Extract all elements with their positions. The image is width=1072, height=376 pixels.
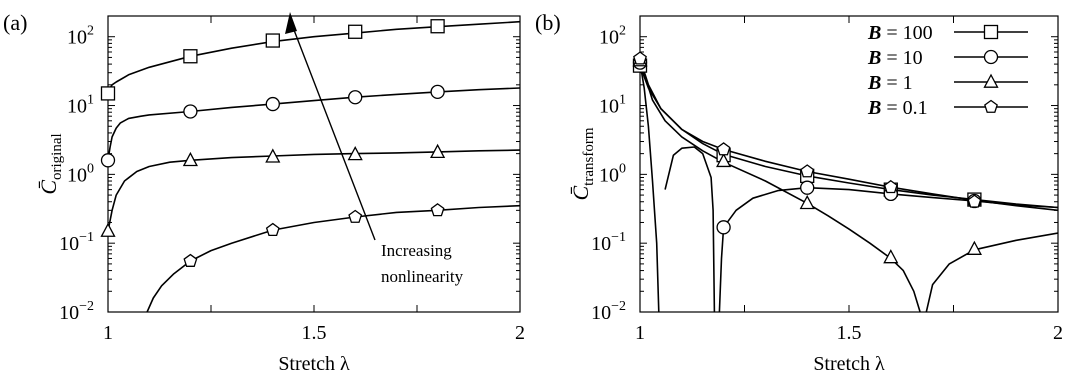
y-tick-label: 100 — [599, 161, 626, 186]
series-line — [718, 186, 1058, 312]
data-point-circle — [100, 153, 116, 168]
data-point-triangle — [430, 143, 446, 159]
data-point-circle — [265, 96, 280, 112]
data-point-triangle — [347, 146, 363, 161]
data-point-square — [100, 86, 116, 101]
panel-label: (a) — [3, 10, 27, 35]
x-tick-label: 1 — [635, 322, 645, 344]
legend-marker-circle — [983, 49, 999, 65]
x-tick-label: 2 — [515, 322, 525, 344]
data-point-circle — [716, 220, 731, 235]
series-line — [640, 62, 660, 312]
y-tick-label: 10−1 — [59, 230, 94, 255]
x-tick-label: 2 — [1053, 322, 1063, 344]
legend-entry-label: B = 100 — [867, 22, 933, 44]
series-line — [146, 204, 520, 312]
series-line — [664, 146, 716, 312]
panel-b-chart: 10−2 10−1 100 101 102 1 1.5 2 Stretch λ C̄transfo… — [535, 10, 1063, 375]
annotation-text: Increasing — [381, 241, 452, 260]
data-point-circle — [183, 104, 198, 119]
x-tick-label: 1.5 — [302, 322, 327, 344]
y-tick-label: 101 — [599, 93, 626, 118]
series-line — [925, 232, 1058, 312]
x-axis-label: Stretch λ — [813, 353, 885, 375]
legend-marker-square — [983, 24, 999, 40]
y-tick-label: 102 — [599, 24, 626, 49]
panel-a-chart: 10−2 10−1 100 101 102 1 1.5 2 Stretch λ C̄origina… — [3, 10, 525, 375]
data-point-triangle — [799, 194, 815, 210]
data-point-square — [265, 33, 280, 48]
data-point-pentagon — [348, 209, 363, 223]
y-tick-label: 10−2 — [59, 299, 94, 324]
data-point-pentagon — [633, 51, 647, 65]
legend-marker-pentagon — [984, 99, 998, 113]
y-tick-label: 100 — [67, 161, 94, 186]
series-line — [108, 87, 520, 161]
data-point-triangle — [883, 249, 899, 264]
annotation-text: nonlinearity — [381, 267, 464, 286]
legend-marker-triangle — [983, 73, 999, 88]
x-tick-label: 1 — [103, 322, 113, 344]
data-point-square — [183, 49, 198, 64]
y-axis-label: C̄transform — [568, 127, 597, 200]
data-point-square — [430, 19, 445, 34]
data-point-pentagon — [183, 253, 198, 267]
y-tick-label: 102 — [67, 24, 94, 49]
legend-entry-label: B = 10 — [867, 47, 923, 69]
data-point-pentagon — [716, 142, 731, 156]
series-group — [640, 58, 1058, 312]
y-tick-label: 101 — [67, 93, 94, 118]
annotation-arrowhead — [285, 12, 297, 34]
x-axis-label: Stretch λ — [278, 353, 350, 375]
annotation-arrow — [293, 29, 376, 241]
data-point-circle — [430, 84, 445, 100]
data-point-triangle — [716, 152, 732, 168]
legend-entry-label: B = 0.1 — [867, 97, 928, 119]
legend-entry-label: B = 1 — [867, 72, 913, 94]
panel-label: (b) — [535, 10, 561, 35]
series-line — [108, 149, 520, 232]
data-point-triangle — [182, 151, 198, 167]
data-point-circle — [800, 180, 815, 195]
y-tick-label: 10−2 — [591, 299, 626, 324]
data-point-triangle — [265, 148, 281, 163]
data-point-pentagon — [265, 222, 280, 236]
data-point-triangle — [100, 222, 116, 237]
data-point-pentagon — [430, 203, 445, 217]
data-point-triangle — [966, 240, 982, 255]
data-point-square — [348, 24, 363, 39]
data-point-pentagon — [800, 164, 815, 178]
legend: B = 100 B = 10 B = 1 B = 0.1 — [867, 22, 1028, 119]
data-point-pentagon — [967, 194, 982, 208]
data-point-circle — [348, 90, 363, 105]
data-point-pentagon — [883, 179, 898, 194]
y-axis-label: C̄original — [36, 133, 65, 194]
y-tick-label: 10−1 — [591, 230, 626, 255]
x-tick-label: 1.5 — [837, 322, 862, 344]
